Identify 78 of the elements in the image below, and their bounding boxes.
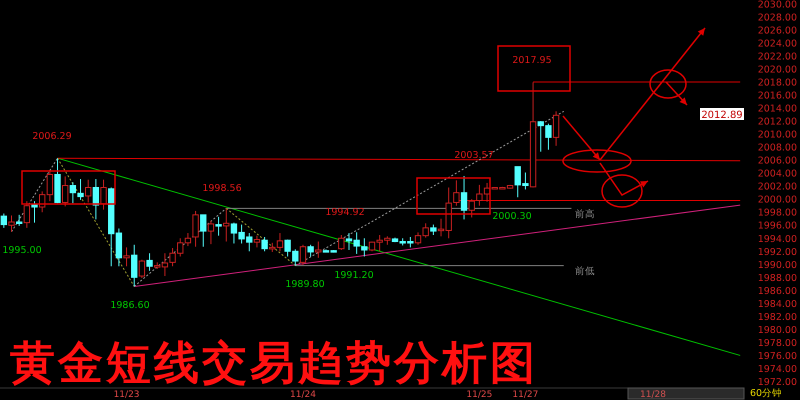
- x-tick-label: 11/23: [114, 390, 140, 400]
- candlestick: [77, 178, 84, 200]
- candlestick: [254, 235, 260, 248]
- candlestick: [200, 214, 206, 248]
- y-tick-label: 2008.00: [758, 142, 797, 154]
- candlestick: [92, 178, 100, 220]
- annotation: 2012.89: [701, 110, 743, 121]
- candlestick: [16, 214, 22, 226]
- annotation: 2003.57: [454, 150, 494, 161]
- y-tick-label: 2010.00: [758, 130, 797, 141]
- candlestick: [123, 246, 130, 267]
- x-tick-label: 11/24: [290, 390, 316, 400]
- annotation: 2000.30: [492, 211, 532, 222]
- y-tick-label: 2006.00: [758, 156, 797, 167]
- candlestick: [8, 214, 15, 232]
- y-tick-label: 1992.00: [758, 246, 797, 258]
- y-tick-label: 1998.00: [758, 208, 797, 219]
- y-tick-label: 2016.00: [758, 90, 797, 102]
- y-tick-label: 1986.00: [758, 286, 797, 297]
- candlestick: [460, 175, 468, 220]
- text: 11/28: [640, 390, 666, 400]
- y-tick-label: 1984.00: [758, 298, 797, 310]
- y-tick-label: 2004.00: [758, 168, 797, 180]
- annotation: 1998.56: [202, 183, 242, 194]
- y-tick-label: 2018.00: [758, 78, 797, 89]
- candlestick: [552, 110, 560, 146]
- annotation: 1986.60: [110, 300, 150, 311]
- y-tick-label: 2020.00: [758, 64, 797, 76]
- candlestick: [138, 259, 146, 278]
- y-tick-label: 2022.00: [758, 51, 797, 62]
- y-tick-label: 1976.00: [758, 350, 797, 362]
- candlestick: [24, 200, 30, 228]
- y-tick-label: 1994.00: [758, 234, 797, 245]
- y-tick-label: 2014.00: [758, 104, 797, 115]
- candlestick: [131, 244, 138, 287]
- candlestick: [215, 216, 222, 236]
- candlestick: [300, 244, 306, 266]
- y-tick-label: 1996.00: [758, 220, 797, 232]
- candlestick: [261, 236, 268, 252]
- candlestick: [338, 234, 345, 250]
- candlestick: [192, 210, 199, 248]
- x-tick-label: 11/27: [512, 390, 538, 400]
- y-tick-label: 1978.00: [758, 338, 797, 349]
- y-tick-label: 1974.00: [758, 364, 797, 375]
- annotation: 1995.00: [2, 245, 42, 256]
- x-tick-label: 11/25: [466, 390, 492, 400]
- candlestick: [208, 220, 214, 245]
- candlestick: [146, 252, 153, 272]
- candlestick: [70, 182, 76, 204]
- text: 60分钟: [750, 387, 782, 399]
- y-tick-label: 2024.00: [758, 38, 797, 50]
- y-tick-label: 2028.00: [758, 12, 797, 24]
- annotation: 1989.80: [285, 279, 325, 290]
- candlestick: [315, 241, 322, 258]
- candlestick: [62, 176, 68, 207]
- candlestick: [307, 244, 314, 257]
- y-tick-label: 1990.00: [758, 260, 797, 271]
- y-tick-label: 2026.00: [758, 25, 797, 36]
- annotation: 1991.20: [334, 270, 374, 281]
- candlestick: [223, 208, 230, 242]
- y-tick-label: 1988.00: [758, 272, 797, 284]
- y-tick-label: 2030.00: [758, 0, 797, 10]
- y-tick-label: 2000.00: [758, 194, 797, 206]
- candlestick: [100, 179, 107, 210]
- y-tick-label: 2012.00: [758, 116, 797, 128]
- candlestick: [0, 213, 8, 228]
- text: 黄金短线交易趋势分析图: [10, 336, 538, 389]
- annotation: 1994.92: [325, 207, 365, 218]
- candlestick: [430, 224, 437, 236]
- candlestick: [85, 179, 92, 203]
- y-tick-label: 2002.00: [758, 182, 797, 193]
- y-tick-label: 1980.00: [758, 324, 797, 336]
- y-tick-label: 1982.00: [758, 312, 797, 323]
- annotation: 前高: [575, 208, 595, 220]
- annotation: 前低: [575, 265, 595, 277]
- y-tick-label: 1972.00: [758, 376, 797, 388]
- annotation: 2017.95: [512, 55, 552, 66]
- annotation: 2006.29: [32, 131, 72, 142]
